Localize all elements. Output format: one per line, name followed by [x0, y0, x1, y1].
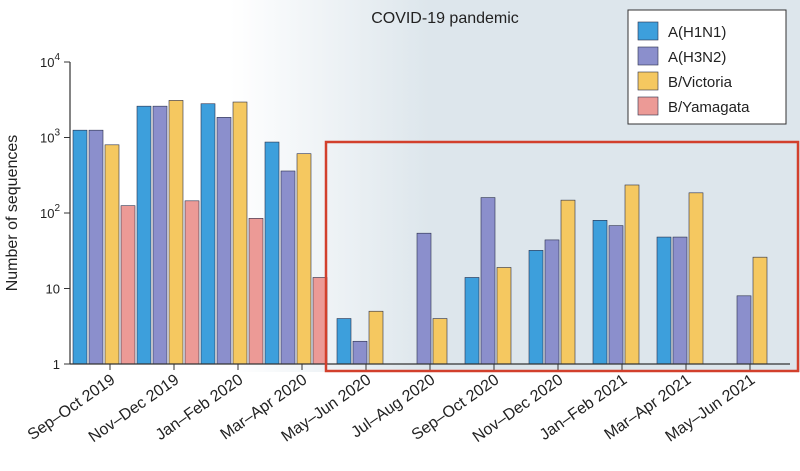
bar-a-h3n2: [672, 236, 688, 365]
y-tick-label: 1: [53, 357, 60, 372]
bar-b-victoria: [752, 256, 768, 365]
y-tick-exponent: 4: [54, 52, 60, 63]
bar-a-h1n1: [336, 318, 352, 365]
bar-a-h3n2: [416, 232, 432, 365]
bar-b-victoria: [104, 144, 120, 365]
legend-label: A(H1N1): [668, 24, 726, 41]
bar-b-victoria: [368, 310, 384, 365]
bar-b-victoria: [560, 199, 576, 365]
bar-a-h3n2: [480, 197, 496, 365]
bar-a-h3n2: [280, 170, 296, 365]
bar-a-h1n1: [72, 129, 88, 365]
legend-swatch: [637, 21, 659, 41]
bar-b-victoria: [496, 267, 512, 365]
bar-b-victoria: [688, 192, 704, 365]
bar-a-h1n1: [464, 277, 480, 365]
bar-a-h3n2: [352, 340, 368, 365]
y-axis-title: Number of sequences: [4, 135, 21, 292]
legend-label: B/Yamagata: [668, 99, 750, 116]
legend-swatch: [637, 46, 659, 66]
bar-a-h1n1: [136, 105, 152, 365]
y-tick-label: 104: [40, 52, 60, 70]
legend-label: A(H3N2): [668, 49, 726, 66]
y-tick-exponent: 2: [54, 203, 60, 214]
legend-label: B/Victoria: [668, 74, 733, 91]
legend-swatch: [637, 96, 659, 116]
bar-a-h1n1: [264, 141, 280, 365]
bar-b-victoria: [296, 153, 312, 365]
y-tick-label: 10: [46, 282, 60, 297]
bar-b-yamagata: [184, 200, 200, 365]
bar-a-h1n1: [592, 220, 608, 365]
bar-a-h3n2: [608, 225, 624, 365]
y-tick-label: 103: [40, 128, 60, 146]
bar-a-h1n1: [656, 236, 672, 365]
bar-a-h3n2: [88, 129, 104, 365]
bar-a-h3n2: [152, 105, 168, 365]
y-tick-exponent: 3: [54, 128, 60, 139]
pandemic-annotation-label: COVID-19 pandemic: [371, 10, 519, 27]
bar-b-yamagata: [120, 205, 136, 365]
bar-a-h3n2: [544, 239, 560, 365]
bar-b-victoria: [432, 318, 448, 365]
bar-b-victoria: [624, 184, 640, 365]
y-tick-label: 102: [40, 203, 60, 221]
bar-a-h1n1: [528, 250, 544, 365]
bar-b-yamagata: [248, 218, 264, 365]
post-pandemic-highlight-box: [324, 140, 800, 373]
legend-swatch: [637, 71, 659, 91]
legend: A(H1N1) A(H3N2) B/Victoria B/Yamagata: [627, 9, 787, 125]
bar-a-h3n2: [216, 117, 232, 365]
bar-a-h1n1: [200, 103, 216, 365]
y-axis-title-group: Number of sequences: [4, 135, 21, 292]
bar-a-h3n2: [736, 295, 752, 365]
bar-b-victoria: [232, 101, 248, 365]
y-axis-ticks: 1 10 102 103 104: [40, 52, 70, 372]
bar-b-victoria: [168, 100, 184, 365]
